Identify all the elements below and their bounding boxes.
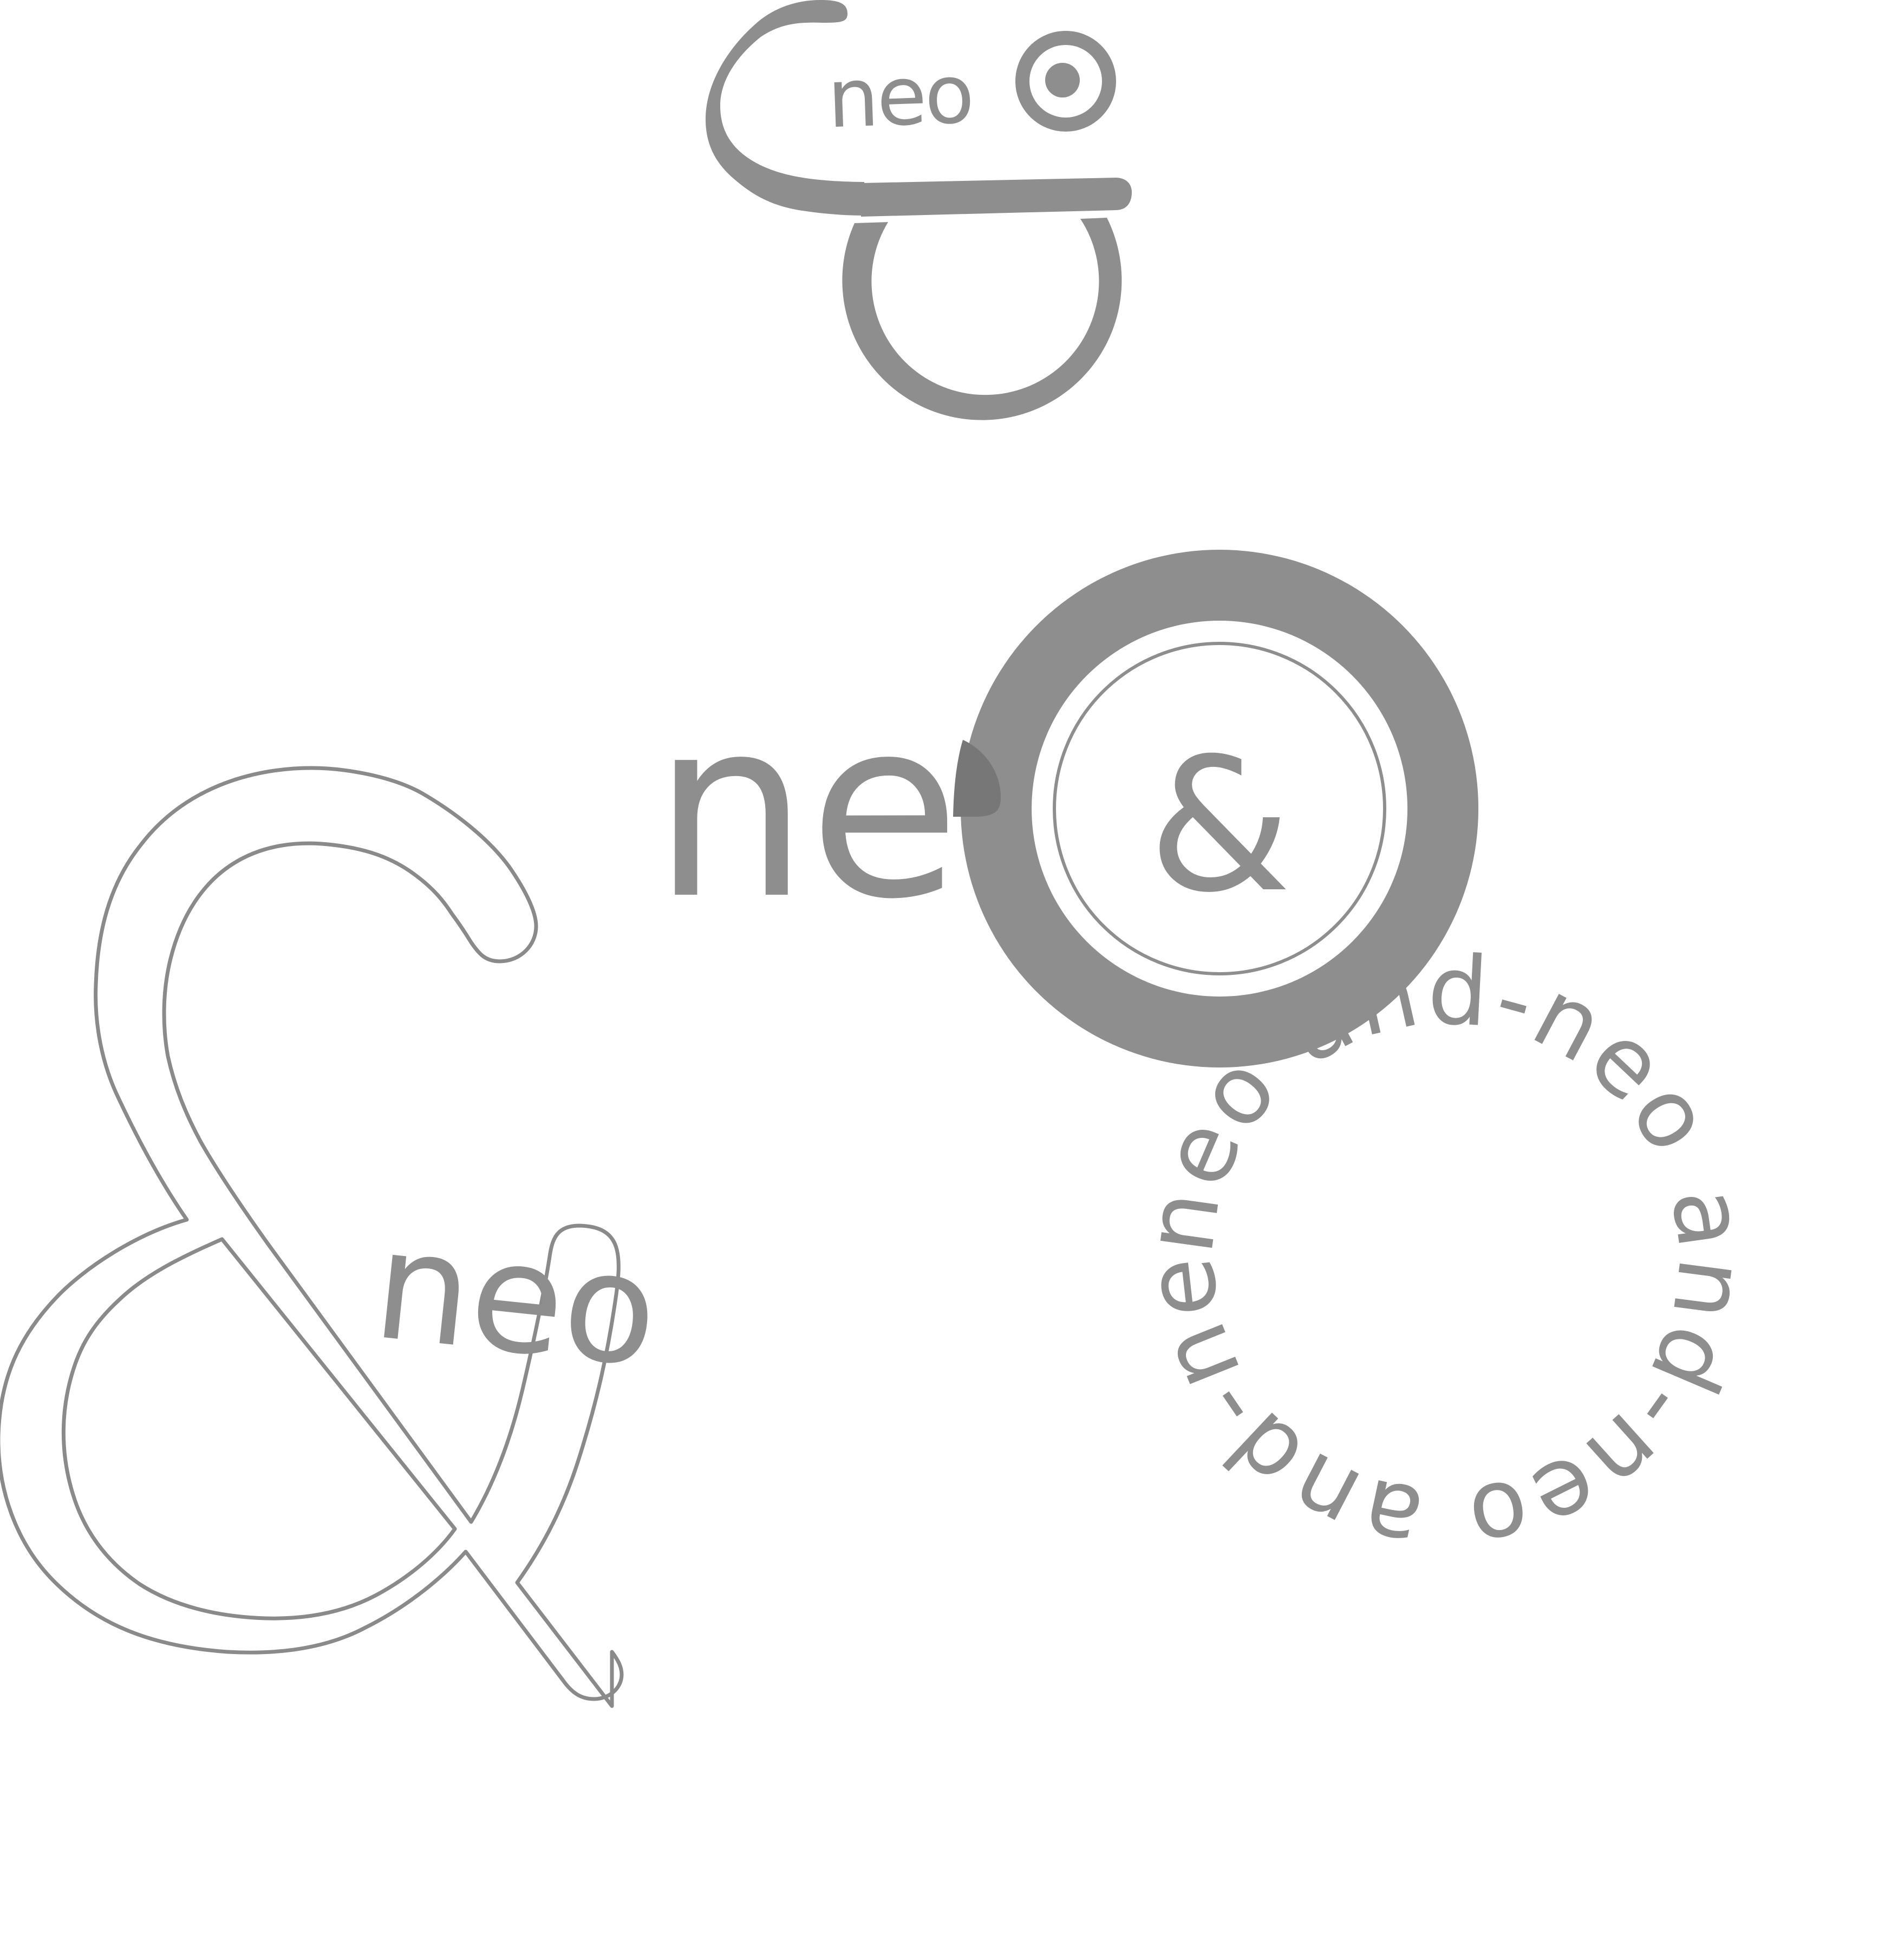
top-logo-hook-shape [706,0,866,216]
middle-logo-accent-shape [953,740,1001,817]
top-logo: neo [706,0,1132,420]
top-logo-text: neo [826,47,974,146]
middle-logo: ne & [653,550,1479,1067]
bottom-left-logo: neo [0,766,666,1708]
middle-logo-ampersand: & [1148,719,1292,933]
top-logo-large-arc-shape [842,218,1122,420]
bottom-left-ampersand-outline [0,766,624,1708]
top-logo-bar-shape [861,178,1132,217]
middle-logo-text: ne [653,667,960,953]
bottom-left-logo-text: neo [367,1196,666,1402]
middle-logo-inner-circle-shape [1053,642,1386,975]
top-logo-small-ring-dot-shape [1045,63,1080,97]
